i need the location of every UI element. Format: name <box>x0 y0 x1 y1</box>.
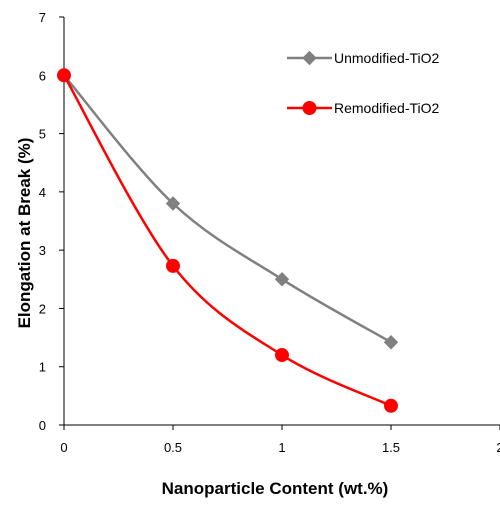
legend: Unmodified-TiO2 Remodified-TiO2 <box>287 50 440 116</box>
data-point <box>384 398 398 413</box>
series-line <box>62 74 392 407</box>
y-axis-title: Elongation at Break (%) <box>15 138 34 329</box>
y-tick-label: 6 <box>39 68 46 83</box>
series-layer <box>56 68 399 413</box>
y-tick-label: 1 <box>39 360 46 375</box>
y-tick-label: 0 <box>39 418 46 433</box>
data-point <box>166 258 180 273</box>
data-point <box>383 335 399 350</box>
data-point <box>165 196 181 211</box>
legend-label: Unmodified-TiO2 <box>334 50 440 66</box>
x-tick-label: 2 <box>496 440 500 455</box>
series-2 <box>57 68 398 413</box>
legend-marker <box>302 101 317 115</box>
x-tick-label: 1 <box>278 440 285 455</box>
x-axis-title: Nanoparticle Content (wt.%) <box>162 479 389 498</box>
y-tick-label: 7 <box>39 10 46 25</box>
series-line <box>63 74 392 344</box>
legend-item: Unmodified-TiO2 <box>287 50 440 66</box>
axes: 0 1 2 3 4 5 6 7 0 0.5 1 1.5 2 <box>39 10 500 455</box>
data-point <box>57 68 71 83</box>
x-tick-label: 1.5 <box>382 440 400 455</box>
x-tick-label: 0 <box>60 440 67 455</box>
legend-label: Remodified-TiO2 <box>334 100 440 116</box>
data-point <box>274 272 290 287</box>
data-point <box>275 348 289 363</box>
y-tick-label: 2 <box>39 301 46 316</box>
y-tick-label: 4 <box>39 185 46 200</box>
x-tick-label: 0.5 <box>164 440 182 455</box>
y-tick-label: 3 <box>39 243 46 258</box>
legend-marker <box>302 50 317 66</box>
y-tick-label: 5 <box>39 127 46 142</box>
legend-item: Remodified-TiO2 <box>287 100 440 116</box>
